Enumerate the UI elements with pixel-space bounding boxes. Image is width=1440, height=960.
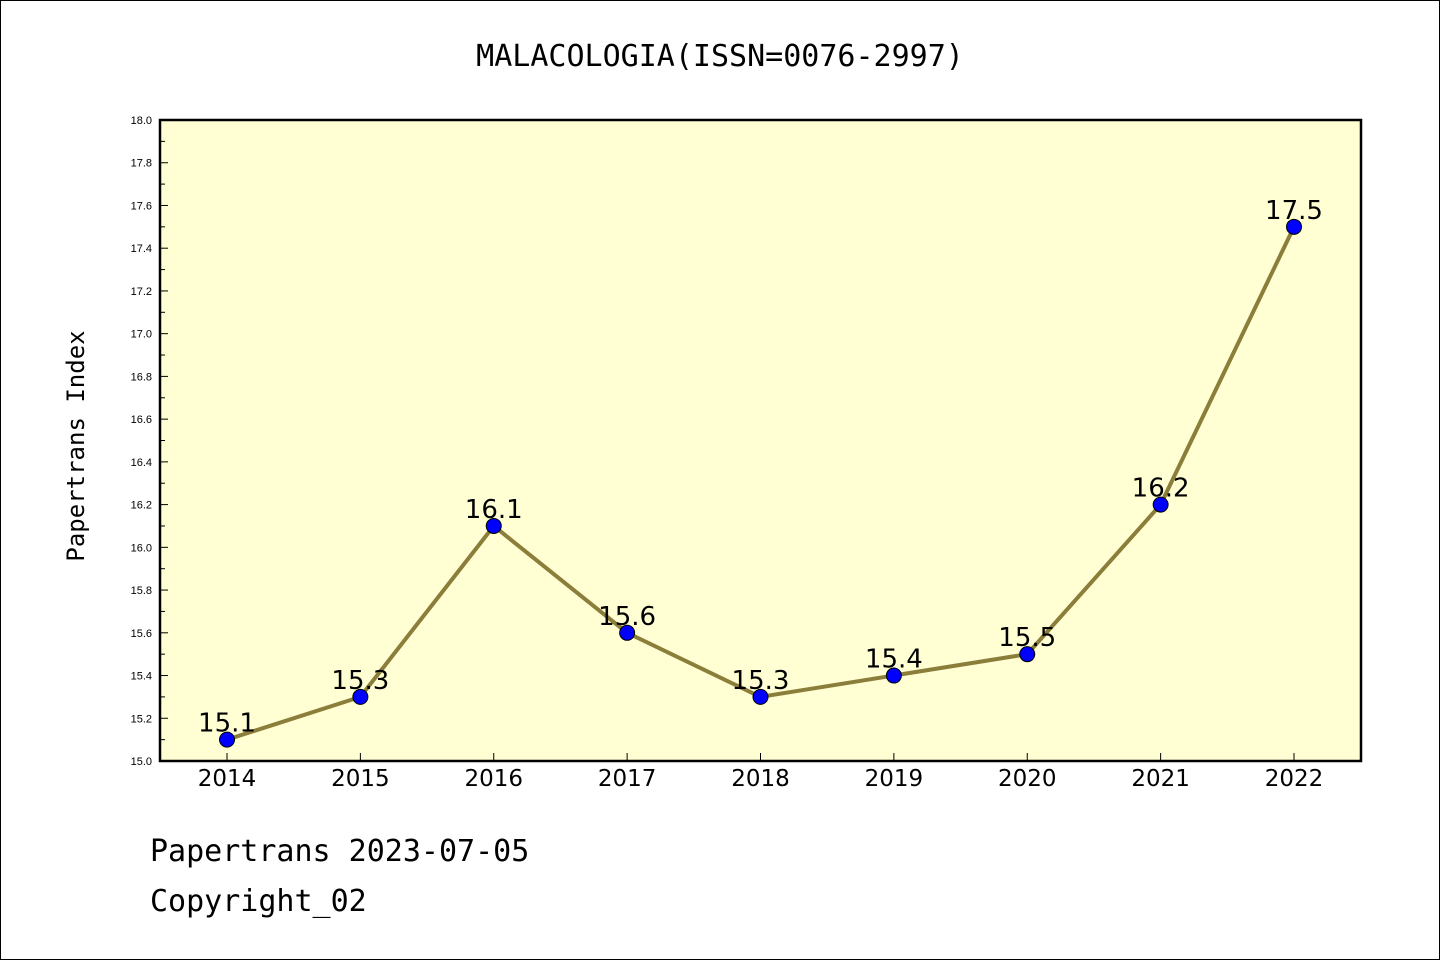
y-tick-label: 17.2	[131, 286, 152, 298]
data-label: 15.3	[331, 666, 389, 696]
y-tick-label: 16.0	[131, 542, 152, 554]
y-tick-label: 17.0	[131, 329, 152, 341]
y-axis-ticks: 15.0 15.2 15.4 15.6 15.8 16.0 16.2 16.4 16.6 16.8…	[131, 115, 168, 768]
data-point	[752, 688, 769, 705]
data-label: 15.1	[198, 709, 256, 739]
data-points	[219, 218, 1302, 748]
data-point	[1286, 218, 1302, 235]
data-point	[1152, 496, 1169, 513]
plot-area	[160, 120, 1361, 761]
x-tick-label: 2021	[1131, 766, 1190, 792]
x-tick-label: 2017	[598, 766, 657, 792]
y-tick-label: 15.6	[131, 628, 152, 640]
chart-title: MALACOLOGIA(ISSN=0076-2997)	[476, 39, 964, 74]
y-tick-label: 15.8	[131, 585, 152, 597]
x-tick-label: 2022	[1265, 766, 1324, 792]
footer-copyright: Copyright_02	[150, 884, 367, 919]
y-tick-label: 18.0	[131, 115, 152, 127]
y-tick-label: 16.6	[131, 414, 152, 426]
y-tick-label: 17.6	[131, 200, 152, 212]
plot-border	[158, 118, 1363, 763]
y-tick-label: 17.4	[131, 243, 152, 255]
x-tick-label: 2018	[731, 766, 790, 792]
y-tick-label: 15.2	[131, 713, 152, 725]
data-point	[485, 517, 502, 534]
y-axis-label: Papertrans Index	[62, 330, 90, 561]
data-label: 16.2	[1132, 474, 1190, 504]
data-label: 15.4	[865, 645, 923, 675]
x-tick-label: 2016	[464, 766, 523, 792]
data-labels: 15.1 15.3 16.1 15.6 15.3 15.4 15.5 16.2 17.5	[198, 196, 1323, 739]
data-label: 15.5	[998, 623, 1056, 653]
x-tick-label: 2020	[998, 766, 1057, 792]
footer-date: Papertrans 2023-07-05	[150, 834, 530, 869]
y-tick-label: 15.0	[131, 756, 152, 768]
y-tick-label: 16.2	[131, 500, 152, 512]
data-label: 17.5	[1265, 196, 1323, 226]
y-tick-label: 17.8	[131, 158, 152, 170]
x-axis-ticks: 2014 2015 2016 2017 2018 2019 2020 2021 2022	[198, 753, 1324, 792]
x-tick-label: 2019	[865, 766, 924, 792]
data-point	[1019, 646, 1036, 663]
data-point	[885, 667, 902, 684]
data-label: 15.3	[732, 666, 790, 696]
y-tick-label: 16.4	[131, 457, 152, 469]
data-point	[352, 688, 369, 705]
x-tick-label: 2015	[331, 766, 390, 792]
data-label: 16.1	[465, 495, 523, 525]
data-point	[219, 731, 235, 748]
data-label: 15.6	[598, 602, 656, 632]
y-tick-label: 15.4	[131, 671, 152, 683]
x-tick-label: 2014	[198, 766, 257, 792]
data-point	[619, 624, 636, 641]
y-tick-label: 16.8	[131, 371, 152, 383]
